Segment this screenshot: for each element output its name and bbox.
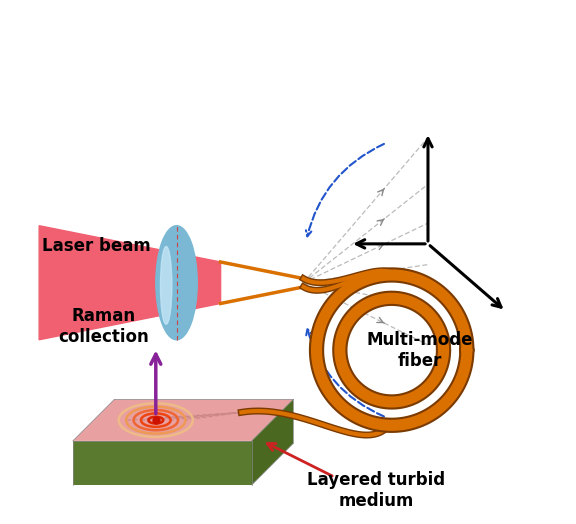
Text: Raman
collection: Raman collection (59, 308, 149, 346)
Polygon shape (73, 441, 252, 485)
Text: Multi-mode
fiber: Multi-mode fiber (367, 331, 473, 369)
Polygon shape (73, 399, 293, 441)
Polygon shape (252, 399, 293, 485)
Ellipse shape (156, 226, 197, 340)
Polygon shape (39, 226, 221, 340)
Text: Laser beam: Laser beam (42, 237, 150, 255)
Text: Layered turbid
medium: Layered turbid medium (307, 471, 445, 509)
Ellipse shape (161, 246, 172, 324)
